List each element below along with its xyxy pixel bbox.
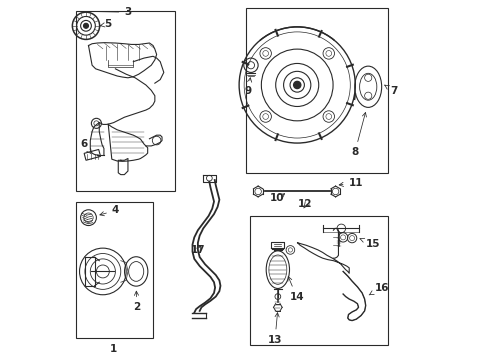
Text: 5: 5 xyxy=(100,19,111,30)
Bar xyxy=(246,8,387,173)
Text: 6: 6 xyxy=(80,139,91,154)
Bar xyxy=(249,216,387,345)
Text: 4: 4 xyxy=(100,206,119,216)
Circle shape xyxy=(293,81,300,89)
Text: 13: 13 xyxy=(267,313,282,345)
Text: 16: 16 xyxy=(368,283,388,295)
Text: 1: 1 xyxy=(110,343,117,354)
Text: 2: 2 xyxy=(133,291,140,312)
Text: 11: 11 xyxy=(339,178,362,188)
Text: 3: 3 xyxy=(91,7,131,17)
Text: 15: 15 xyxy=(359,238,380,249)
Bar xyxy=(84,149,101,160)
Text: 14: 14 xyxy=(287,276,304,302)
Text: 9: 9 xyxy=(244,78,251,96)
Circle shape xyxy=(83,23,88,28)
Text: 17: 17 xyxy=(190,245,205,255)
Bar xyxy=(76,12,174,191)
Bar xyxy=(76,202,153,338)
Text: 10: 10 xyxy=(269,193,284,203)
Text: 7: 7 xyxy=(384,85,397,96)
Text: 12: 12 xyxy=(298,199,312,210)
Text: 8: 8 xyxy=(350,113,366,157)
